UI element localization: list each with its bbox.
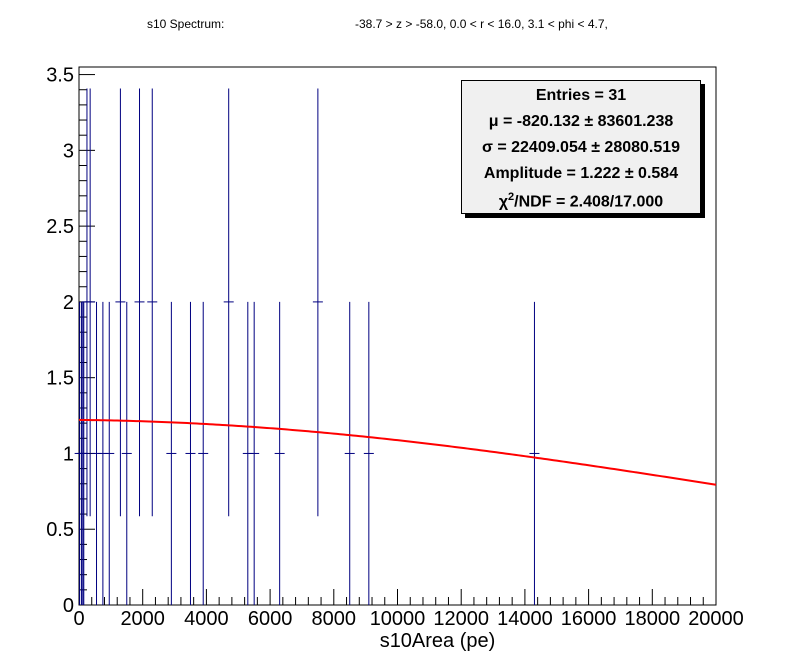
stats-entries: Entries = 31 [535, 87, 627, 104]
x-tick-label: 14000 [497, 608, 553, 630]
stats-amplitude: Amplitude = 1.222 ± 0.584 [483, 165, 679, 182]
x-tick-label: 20000 [688, 608, 744, 630]
y-tick-label: 2.5 [46, 216, 74, 238]
x-tick-label: 6000 [248, 608, 293, 630]
x-tick-label: 4000 [184, 608, 229, 630]
x-tick-label: 12000 [433, 608, 489, 630]
histogram-title: s10 Spectrum: [147, 17, 225, 31]
fit-curve [78, 418, 717, 486]
x-tick-label: 8000 [312, 608, 357, 630]
x-tick-label: 10000 [370, 608, 426, 630]
x-axis-label: s10Area (pe) [380, 630, 496, 652]
x-tick-label: 16000 [561, 608, 617, 630]
y-tick-label: 1.5 [46, 368, 74, 390]
stats-box: Entries = 31 μ = -820.132 ± 83601.238 σ … [461, 80, 701, 214]
y-tick-label: 3.5 [46, 65, 74, 87]
y-tick-label: 2 [63, 292, 74, 314]
x-tick-label: 2000 [120, 608, 165, 630]
x-tick-label: 0 [73, 608, 84, 630]
y-tick-label: 1 [63, 443, 74, 465]
y-tick-label: 0.5 [46, 519, 74, 541]
stats-sigma: σ = 22409.054 ± 28080.519 [481, 139, 681, 156]
chi2-symbol: χ [498, 193, 509, 211]
cut-description: -38.7 > z > -58.0, 0.0 < r < 16.0, 3.1 <… [355, 17, 608, 31]
chi2-superscript: 2 [508, 191, 515, 203]
chi2-value: /NDF = 2.408/17.000 [514, 193, 664, 211]
y-tick-label: 0 [63, 595, 74, 617]
stats-chi2: χ2/NDF = 2.408/17.000 [462, 191, 700, 211]
y-tick-label: 3 [63, 140, 74, 162]
x-tick-label: 18000 [624, 608, 680, 630]
stats-mean: μ = -820.132 ± 83601.238 [488, 113, 674, 130]
